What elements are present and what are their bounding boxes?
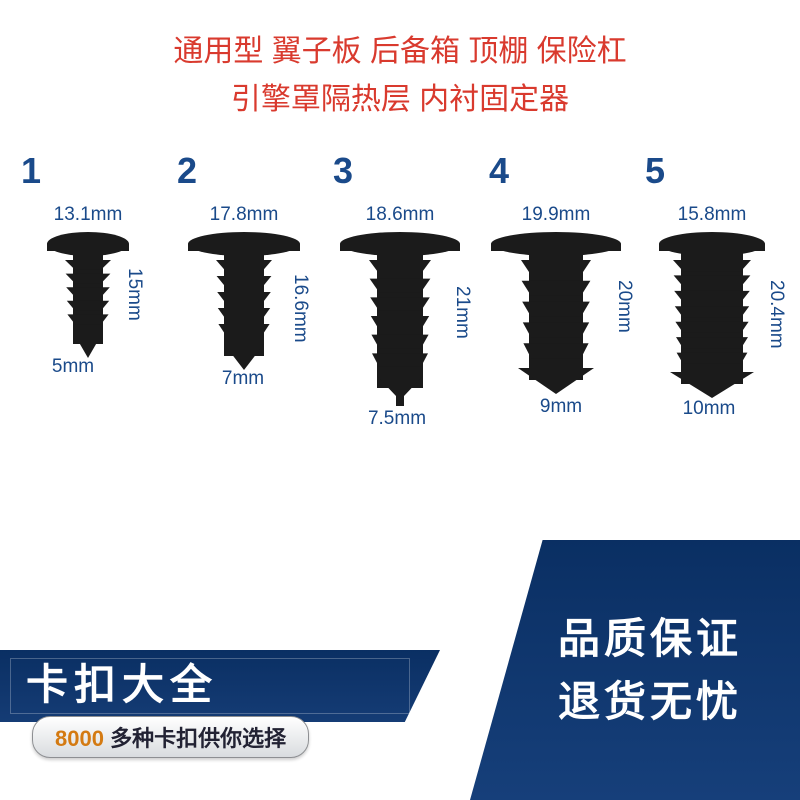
br-line-2: 退货无忧 <box>558 670 742 733</box>
clip-number: 5 <box>645 150 665 192</box>
bottom-left-pill: 8000 多种卡扣供你选择 <box>32 716 309 758</box>
dim-stem-width: 5mm <box>33 356 113 378</box>
dim-stem-width: 7mm <box>203 368 283 390</box>
clip-number: 2 <box>177 150 197 192</box>
clip-number: 4 <box>489 150 509 192</box>
clip-cell: 1 13.1mm 15mm 5mm <box>13 160 163 500</box>
br-line-1: 品质保证 <box>558 607 742 670</box>
dim-cap-width: 13.1mm <box>13 204 163 226</box>
header-line-1: 通用型 翼子板 后备箱 顶棚 保险杠 <box>0 28 800 76</box>
dim-stem-width: 7.5mm <box>357 408 437 430</box>
header-line-2: 引擎罩隔热层 内衬固定器 <box>0 76 800 124</box>
dim-cap-width: 18.6mm <box>325 204 475 226</box>
dim-height: 20mm <box>613 280 635 333</box>
dim-cap-width: 15.8mm <box>637 204 787 226</box>
clips-row: 1 13.1mm 15mm 5mm 2 17.8mm 16.6mm 7mm 3 … <box>0 160 800 520</box>
bottom-left-banner: 卡扣大全 8000 多种卡扣供你选择 <box>0 612 470 762</box>
clip-cell: 2 17.8mm 16.6mm 7mm <box>169 160 319 500</box>
clip-cell: 5 15.8mm 20.4mm 10mm <box>637 160 787 500</box>
dim-stem-width: 10mm <box>669 398 749 420</box>
bottom-right-banner: 品质保证 退货无忧 <box>470 540 800 800</box>
dim-cap-width: 19.9mm <box>481 204 631 226</box>
header-text: 通用型 翼子板 后备箱 顶棚 保险杠 引擎罩隔热层 内衬固定器 <box>0 0 800 124</box>
pill-rest: 多种卡扣供你选择 <box>104 726 286 751</box>
dim-cap-width: 17.8mm <box>169 204 319 226</box>
pill-accent: 8000 <box>55 726 104 751</box>
dim-height: 16.6mm <box>289 274 311 343</box>
clip-number: 3 <box>333 150 353 192</box>
bottom-left-title: 卡扣大全 <box>0 650 440 722</box>
clip-cell: 4 19.9mm 20mm 9mm <box>481 160 631 500</box>
dim-stem-width: 9mm <box>521 396 601 418</box>
dim-height: 20.4mm <box>765 280 787 349</box>
clip-number: 1 <box>21 150 41 192</box>
clip-cell: 3 18.6mm 21mm 7.5mm <box>325 160 475 500</box>
dim-height: 21mm <box>451 286 473 339</box>
dim-height: 15mm <box>123 268 145 321</box>
